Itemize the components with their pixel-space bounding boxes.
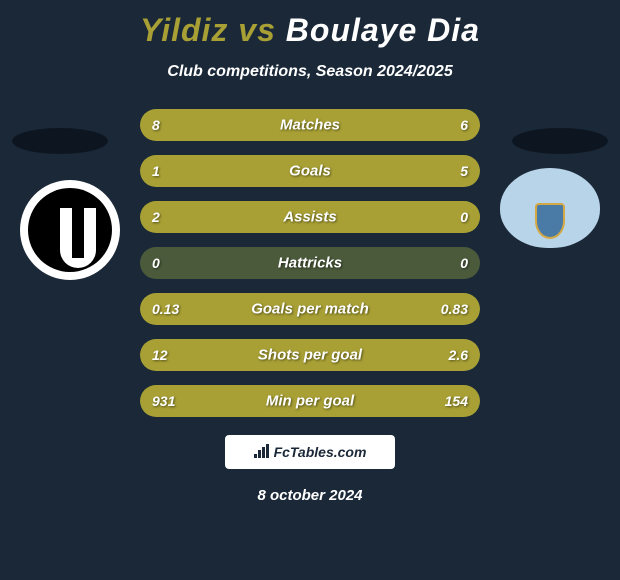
shadow-left — [12, 128, 108, 154]
stat-label: Shots per goal — [258, 347, 362, 364]
lazio-icon — [500, 168, 600, 248]
stat-value-right: 0 — [460, 255, 468, 271]
stat-bar-right — [334, 109, 480, 141]
stat-value-left: 8 — [152, 117, 160, 133]
stat-value-right: 5 — [460, 163, 468, 179]
juventus-icon — [20, 180, 120, 280]
comparison-title: Yildiz vs Boulaye Dia — [0, 0, 620, 49]
subtitle: Club competitions, Season 2024/2025 — [0, 63, 620, 81]
player-left-name: Yildiz — [140, 12, 228, 48]
footer-logo: FcTables.com — [225, 435, 395, 469]
shadow-right — [512, 128, 608, 154]
stat-label: Matches — [280, 117, 340, 134]
stat-row: 8 6 Matches — [140, 109, 480, 141]
vs-text: vs — [238, 12, 276, 48]
stat-value-right: 6 — [460, 117, 468, 133]
stat-value-left: 2 — [152, 209, 160, 225]
stat-value-right: 0.83 — [441, 301, 468, 317]
stat-label: Min per goal — [266, 393, 354, 410]
stat-row: 1 5 Goals — [140, 155, 480, 187]
stat-bar-right — [198, 155, 480, 187]
stat-value-right: 154 — [445, 393, 468, 409]
footer-date: 8 october 2024 — [0, 487, 620, 504]
stat-row: 0 0 Hattricks — [140, 247, 480, 279]
stat-bar-left — [140, 155, 198, 187]
stat-value-left: 1 — [152, 163, 160, 179]
stat-value-left: 931 — [152, 393, 175, 409]
club-badge-left — [20, 180, 120, 280]
stat-row: 931 154 Min per goal — [140, 385, 480, 417]
footer-logo-text: FcTables.com — [274, 444, 367, 460]
stat-row: 2 0 Assists — [140, 201, 480, 233]
stat-value-right: 0 — [460, 209, 468, 225]
stat-label: Assists — [283, 209, 336, 226]
stat-label: Goals per match — [251, 301, 369, 318]
stat-value-left: 12 — [152, 347, 168, 363]
stat-label: Goals — [289, 163, 331, 180]
club-badge-right — [500, 168, 600, 268]
stat-row: 0.13 0.83 Goals per match — [140, 293, 480, 325]
stat-value-left: 0 — [152, 255, 160, 271]
chart-icon — [254, 444, 270, 461]
stat-row: 12 2.6 Shots per goal — [140, 339, 480, 371]
stat-value-left: 0.13 — [152, 301, 179, 317]
player-right-name: Boulaye Dia — [286, 12, 480, 48]
stat-value-right: 2.6 — [449, 347, 468, 363]
stat-label: Hattricks — [278, 255, 342, 272]
